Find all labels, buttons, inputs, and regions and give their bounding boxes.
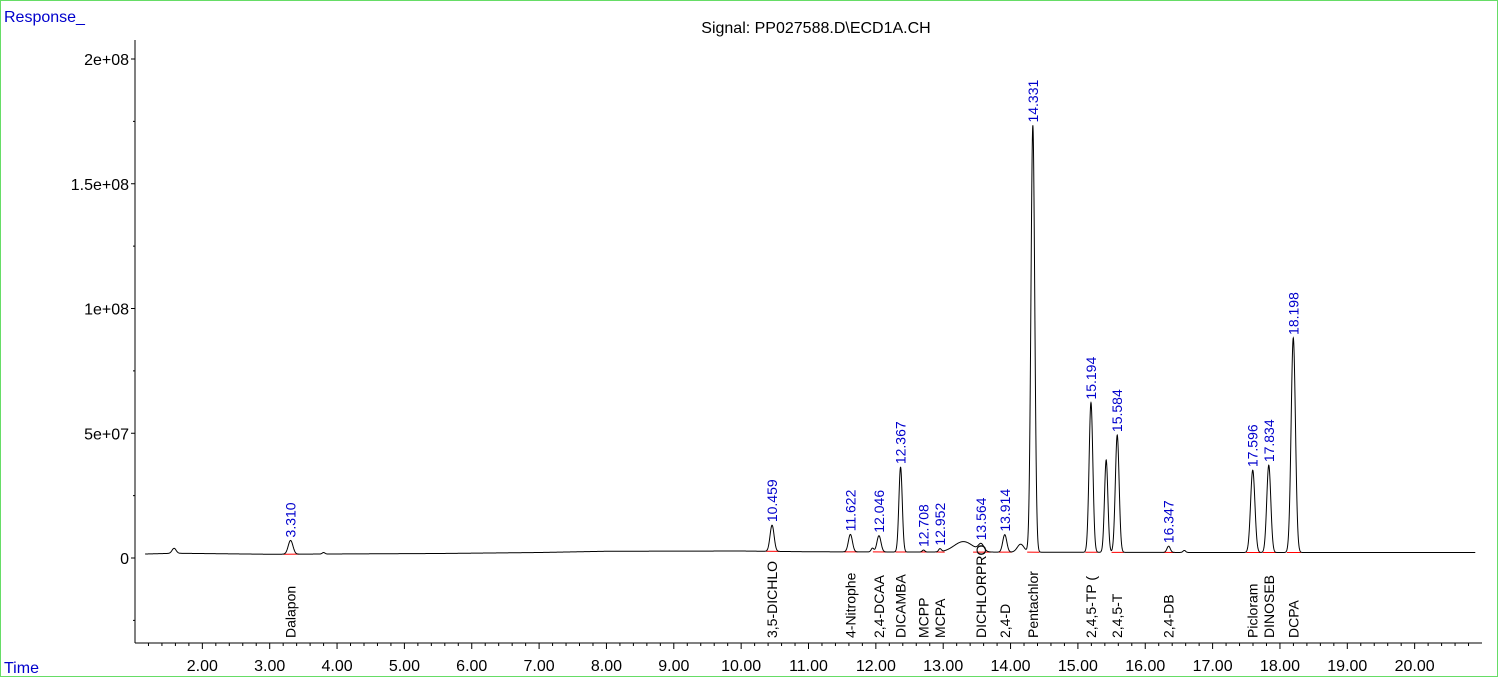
- y-axis-label: Response_: [4, 9, 86, 26]
- compound-label: 2,4-D: [997, 604, 1013, 638]
- x-tick-label: 7.00: [524, 658, 555, 675]
- rt-label: 15.584: [1109, 389, 1125, 432]
- compound-label: 2,4,5-T: [1109, 593, 1125, 638]
- compound-label: DINOSEB: [1261, 575, 1277, 638]
- compound-labels: Dalapon 3,5-DICHLO 4-Nitrophe 2,4-DCAA DICAM…: [283, 545, 1302, 638]
- retention-time-labels: 3.310 10.459 11.622 12.046 12.367 12.708 12.95…: [283, 80, 1302, 548]
- x-ticks: 2.00 3.00 4.00 5.00 6.00 7.00 8.00 9.00 10.00 11.…: [147, 643, 1470, 675]
- y-ticks: 0 5e+07 1e+08 1.5e+08 2e+08: [71, 52, 135, 621]
- compound-label: DICAMBA: [893, 574, 909, 638]
- rt-label: 17.834: [1261, 419, 1277, 462]
- x-tick-label: 12.00: [856, 658, 896, 675]
- rt-label: 13.914: [997, 489, 1013, 532]
- compound-label: Dalapon: [283, 586, 299, 638]
- y-tick-label: 2e+08: [84, 52, 129, 69]
- x-tick-label: 18.00: [1260, 658, 1300, 675]
- compound-label: MCPA: [932, 598, 948, 638]
- x-tick-label: 9.00: [658, 658, 689, 675]
- rt-label: 15.194: [1083, 357, 1099, 400]
- rt-label: 12.952: [932, 503, 948, 546]
- x-tick-label: 8.00: [591, 658, 622, 675]
- compound-label: 2,4-DB: [1161, 594, 1177, 638]
- compound-label: 4-Nitrophe: [842, 572, 858, 638]
- compound-label: Picloram: [1245, 584, 1261, 638]
- x-tick-label: 2.00: [187, 658, 218, 675]
- x-tick-label: 3.00: [254, 658, 285, 675]
- x-tick-label: 6.00: [456, 658, 487, 675]
- compound-label: DICHLORPRO: [973, 545, 989, 638]
- compound-label: MCPP: [916, 598, 932, 638]
- x-tick-label: 4.00: [321, 658, 352, 675]
- rt-label: 13.564: [973, 497, 989, 540]
- rt-label: 12.367: [893, 421, 909, 464]
- x-tick-label: 11.00: [789, 658, 828, 675]
- rt-label: 11.622: [842, 489, 858, 531]
- x-tick-label: 19.00: [1327, 658, 1367, 675]
- signal-trace: [145, 125, 1476, 555]
- y-tick-label: 1.5e+08: [71, 177, 129, 194]
- x-tick-label: 20.00: [1395, 658, 1435, 675]
- y-tick-label: 1e+08: [84, 302, 129, 319]
- y-tick-label: 0: [120, 551, 129, 568]
- rt-label: 12.708: [916, 504, 932, 547]
- integration-baselines: [283, 550, 1301, 555]
- compound-label: 2,4,5-TP (: [1083, 576, 1099, 638]
- x-tick-label: 16.00: [1125, 658, 1165, 675]
- rt-label: 3.310: [283, 502, 299, 537]
- rt-label: 14.331: [1025, 80, 1041, 123]
- rt-label: 16.347: [1161, 500, 1177, 543]
- compound-label: 2,4-DCAA: [871, 574, 887, 638]
- rt-label: 12.046: [871, 490, 887, 533]
- compound-label: Pentachlor: [1025, 571, 1041, 638]
- compound-label: 3,5-DICHLO: [764, 561, 780, 638]
- rt-label: 17.596: [1245, 424, 1261, 467]
- rt-label: 18.198: [1285, 292, 1301, 335]
- compound-label: DCPA: [1285, 599, 1301, 638]
- x-tick-label: 10.00: [721, 658, 761, 675]
- y-tick-label: 5e+07: [84, 426, 129, 443]
- rt-label: 10.459: [764, 479, 780, 522]
- x-tick-label: 15.00: [1058, 658, 1098, 675]
- x-tick-label: 17.00: [1193, 658, 1233, 675]
- x-tick-label: 13.00: [923, 658, 963, 675]
- chart-title: Signal: PP027588.D\ECD1A.CH: [701, 20, 930, 37]
- x-tick-label: 14.00: [991, 658, 1031, 675]
- x-axis-label: Time: [4, 660, 39, 677]
- x-tick-label: 5.00: [389, 658, 420, 675]
